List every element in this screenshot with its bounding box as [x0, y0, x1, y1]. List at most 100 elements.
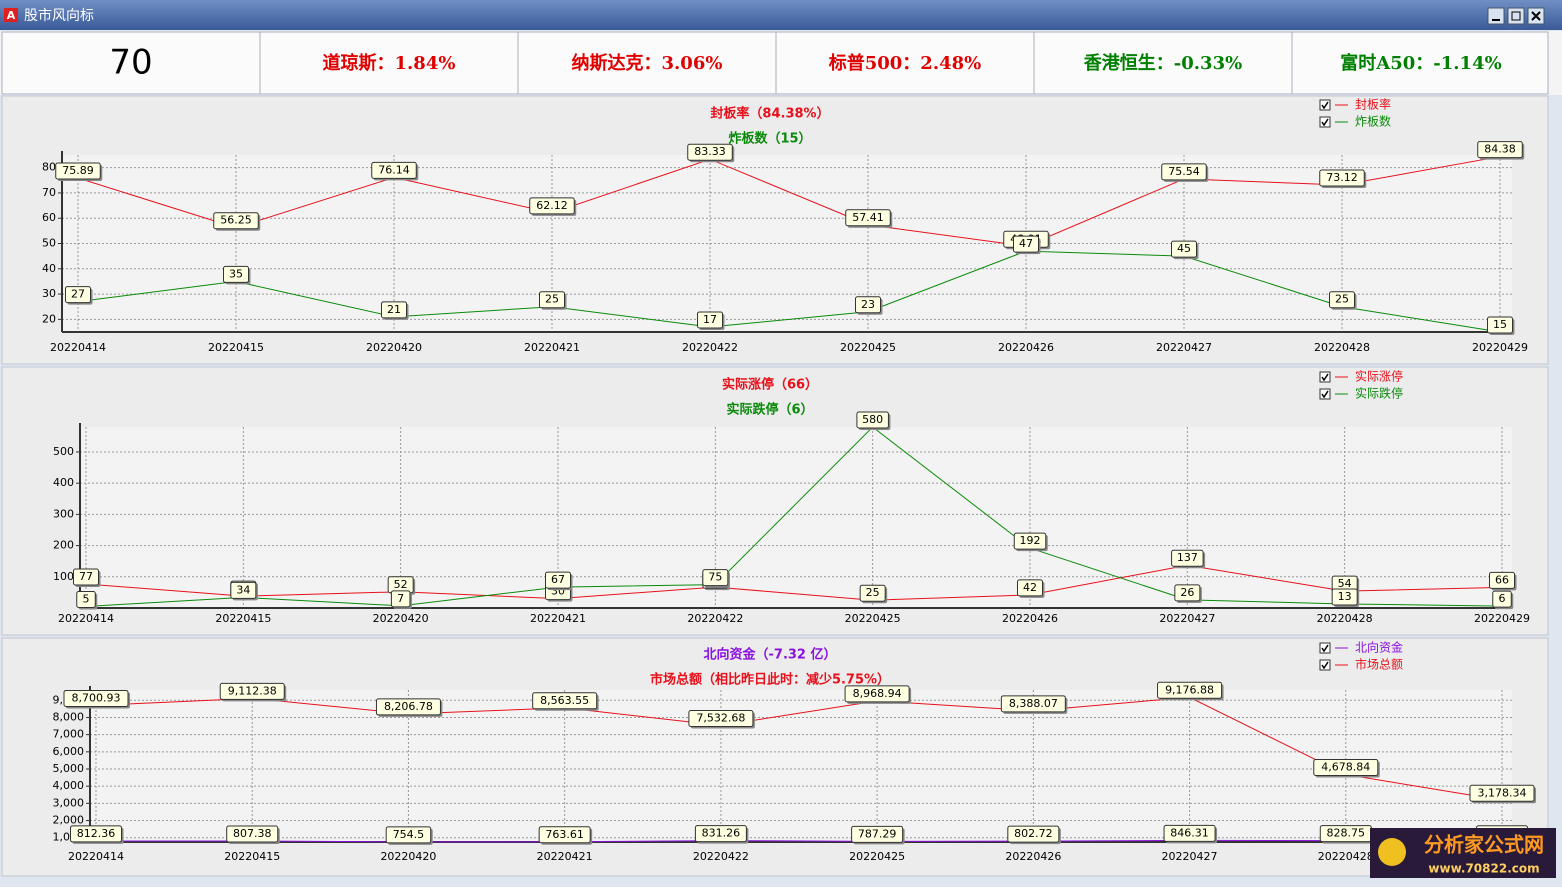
data-label-box: [1174, 584, 1201, 602]
data-label-box: [1171, 240, 1197, 258]
data-label-box: [70, 825, 122, 843]
legend-checkbox[interactable]: [1319, 388, 1331, 400]
data-label-box: [371, 161, 417, 179]
chart-title: 实际跌停（6）: [726, 402, 813, 418]
data-label-box: [1013, 235, 1039, 253]
data-label: 6: [1499, 592, 1506, 605]
x-tick-label: 20220427: [1156, 341, 1212, 354]
data-label: 35: [229, 267, 243, 280]
data-label-box: [532, 692, 598, 710]
x-tick-label: 20220422: [687, 612, 743, 625]
minimize-button[interactable]: [1487, 7, 1505, 25]
index-change: 道琼斯：1.84%: [323, 52, 456, 74]
x-tick-label: 20220420: [380, 850, 436, 863]
x-tick-label: 20220427: [1162, 850, 1218, 863]
watermark-name: 分析家公式网: [1424, 833, 1544, 857]
data-label-box: [1331, 588, 1358, 606]
y-tick-label: 7,000: [53, 728, 85, 741]
index-change: 标普500：2.48%: [828, 52, 982, 74]
data-label: 812.36: [77, 827, 116, 840]
data-label-box: [1487, 316, 1513, 334]
data-label-box: [844, 685, 910, 703]
window-title: 股市风向标: [24, 7, 94, 24]
data-label-box: [859, 584, 886, 602]
data-label: 4,678.84: [1321, 761, 1370, 774]
data-label-box: [1017, 579, 1043, 597]
data-label: 7,532.68: [696, 712, 745, 725]
data-label: 5: [83, 592, 90, 605]
series-line: [85, 426, 1503, 607]
data-label: 13: [1338, 590, 1352, 603]
watermark-logo: [1378, 838, 1406, 866]
data-label: 17: [703, 313, 717, 326]
x-tick-label: 20220415: [215, 612, 271, 625]
y-tick-label: 50: [42, 237, 56, 250]
data-label-box: [1007, 825, 1060, 843]
legend-label: 炸板数: [1355, 114, 1391, 129]
data-label: 8,700.93: [72, 691, 121, 704]
legend-check: [1321, 644, 1329, 653]
data-label: 83.33: [694, 145, 726, 158]
header-cell: [1033, 31, 1293, 95]
data-label-box: [1313, 759, 1379, 777]
data-label: 76.14: [378, 163, 410, 176]
data-label: 73.12: [1326, 171, 1358, 184]
data-label-box: [73, 568, 99, 586]
legend-label: 实际跌停: [1355, 386, 1403, 401]
legend-checkbox[interactable]: [1319, 642, 1331, 654]
watermark-url: www.70822.com: [1428, 862, 1539, 876]
y-tick-label: 6,000: [53, 745, 85, 758]
x-tick-label: 20220425: [845, 612, 901, 625]
x-tick-label: 20220422: [693, 850, 749, 863]
legend-checkbox[interactable]: [1319, 99, 1331, 111]
legend-checkbox[interactable]: [1319, 659, 1331, 671]
header-cell: [1291, 31, 1549, 95]
data-label: 763.61: [545, 828, 584, 841]
data-label-box: [529, 197, 575, 215]
data-label-box: [76, 590, 96, 608]
data-label-box: [1171, 549, 1204, 567]
score: 70: [109, 43, 152, 83]
y-tick-label: 30: [42, 287, 56, 300]
data-label-box: [230, 581, 257, 599]
data-label-box: [1163, 824, 1216, 842]
legend-check: [1321, 101, 1329, 110]
y-tick-label: 500: [53, 445, 74, 458]
data-label: 828.75: [1327, 827, 1366, 840]
maximize-button[interactable]: [1507, 7, 1525, 25]
app-icon: [4, 8, 18, 22]
data-label: 831.26: [702, 827, 741, 840]
maximize-glyph: [1511, 11, 1521, 21]
x-tick-label: 20220415: [224, 850, 280, 863]
data-label: 34: [236, 583, 250, 596]
chart-title: 炸板数（15）: [728, 131, 811, 147]
data-label: 75.89: [62, 164, 94, 177]
title-bar: [0, 0, 1562, 30]
series-line: [77, 250, 1501, 333]
data-label-box: [219, 682, 285, 700]
y-tick-label: 4,000: [53, 779, 85, 792]
legend-check: [1321, 390, 1329, 399]
data-label: 52: [394, 578, 408, 591]
data-label-box: [702, 569, 729, 587]
data-label: 67: [551, 573, 565, 586]
data-label-box: [687, 143, 733, 161]
legend-checkbox[interactable]: [1319, 116, 1331, 128]
x-tick-label: 20220414: [58, 612, 114, 625]
data-label-box: [1329, 291, 1355, 309]
x-tick-label: 20220429: [1472, 341, 1528, 354]
data-label-box: [390, 590, 411, 608]
data-label-box: [1477, 141, 1523, 159]
data-label-box: [213, 212, 259, 230]
data-label-box: [1013, 532, 1047, 550]
data-label-box: [1492, 590, 1512, 608]
data-label-box: [55, 162, 101, 180]
legend-checkbox[interactable]: [1319, 371, 1331, 383]
x-tick-label: 20220426: [998, 341, 1054, 354]
close-glyph: [1531, 11, 1541, 21]
data-label: 192: [1020, 534, 1041, 547]
data-label-box: [1489, 571, 1515, 589]
x-tick-label: 20220415: [208, 341, 264, 354]
data-label: 802.72: [1014, 827, 1053, 840]
y-tick-label: 200: [53, 539, 74, 552]
